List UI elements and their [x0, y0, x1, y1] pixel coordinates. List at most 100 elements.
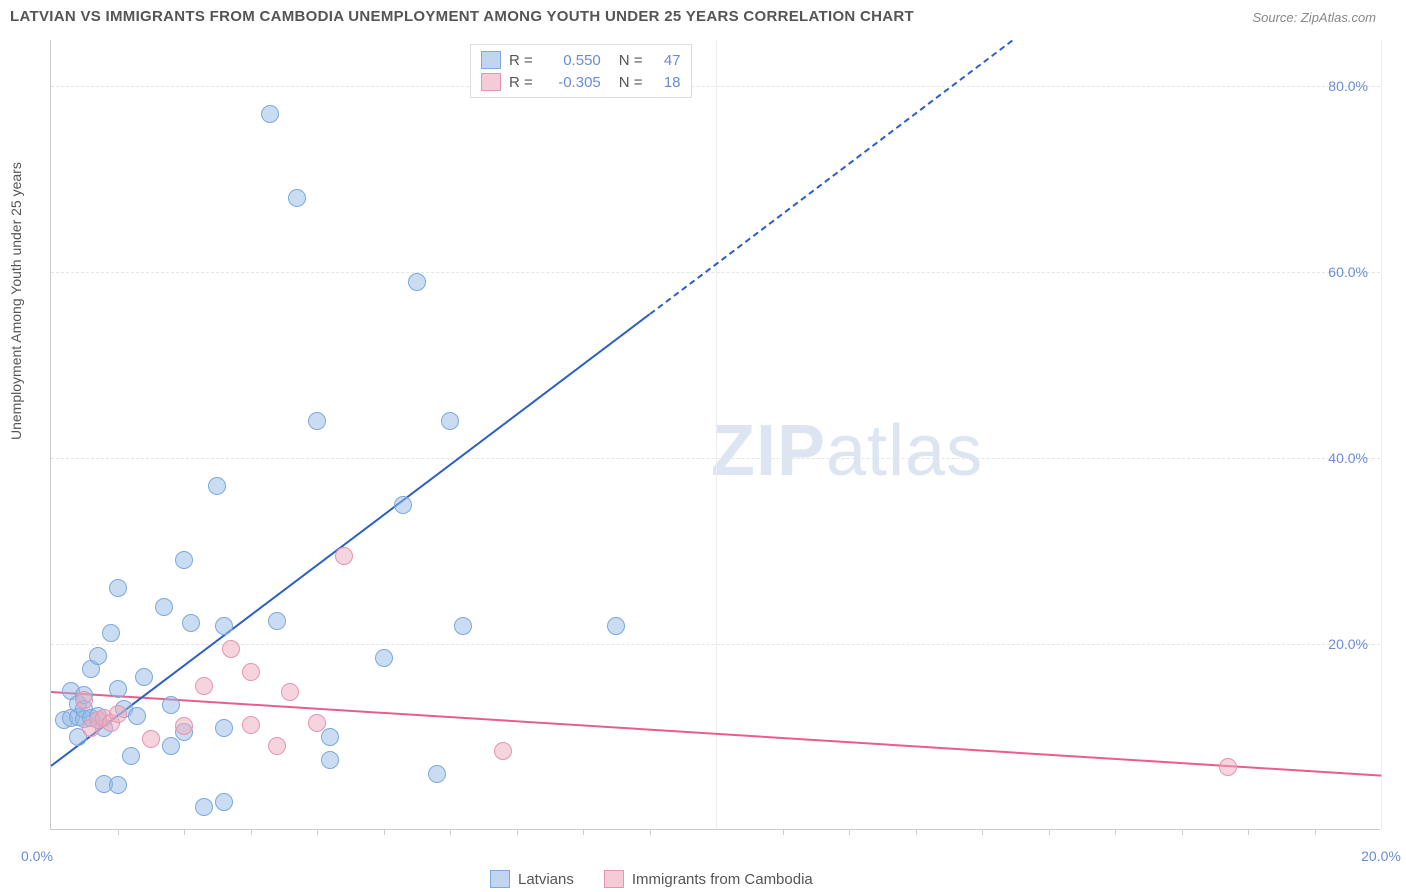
- data-point: [1219, 758, 1237, 776]
- x-minor-tick: [251, 829, 252, 835]
- r-value-blue: 0.550: [541, 52, 601, 69]
- data-point: [122, 747, 140, 765]
- correlation-row-pink: R = -0.305 N = 18: [481, 71, 681, 93]
- series-legend: Latvians Immigrants from Cambodia: [490, 870, 813, 888]
- x-minor-tick: [916, 829, 917, 835]
- x-minor-tick: [849, 829, 850, 835]
- x-minor-tick: [1248, 829, 1249, 835]
- swatch-pink-icon: [604, 870, 624, 888]
- data-point: [441, 412, 459, 430]
- x-minor-tick: [650, 829, 651, 835]
- data-point: [89, 647, 107, 665]
- data-point: [208, 477, 226, 495]
- regression-line: [50, 313, 650, 766]
- x-minor-tick: [384, 829, 385, 835]
- legend-label-blue: Latvians: [518, 871, 574, 888]
- swatch-pink-icon: [481, 73, 501, 91]
- data-point: [215, 719, 233, 737]
- legend-item-pink: Immigrants from Cambodia: [604, 870, 813, 888]
- data-point: [215, 793, 233, 811]
- data-point: [182, 614, 200, 632]
- n-label: N =: [619, 74, 643, 91]
- data-point: [308, 412, 326, 430]
- correlation-legend: R = 0.550 N = 47 R = -0.305 N = 18: [470, 44, 692, 98]
- x-minor-tick: [1315, 829, 1316, 835]
- r-label: R =: [509, 74, 533, 91]
- watermark: ZIPatlas: [711, 410, 983, 492]
- data-point: [128, 707, 146, 725]
- data-point: [335, 547, 353, 565]
- x-minor-tick: [517, 829, 518, 835]
- data-point: [242, 663, 260, 681]
- grid-line-v: [716, 40, 717, 829]
- data-point: [268, 612, 286, 630]
- x-tick-origin: 0.0%: [21, 848, 53, 864]
- n-value-blue: 47: [651, 52, 681, 69]
- data-point: [494, 742, 512, 760]
- data-point: [109, 705, 127, 723]
- r-value-pink: -0.305: [541, 74, 601, 91]
- x-minor-tick: [1115, 829, 1116, 835]
- data-point: [288, 189, 306, 207]
- legend-label-pink: Immigrants from Cambodia: [632, 871, 813, 888]
- watermark-light: atlas: [826, 411, 983, 491]
- x-minor-tick: [450, 829, 451, 835]
- x-minor-tick: [1049, 829, 1050, 835]
- swatch-blue-icon: [490, 870, 510, 888]
- data-point: [109, 680, 127, 698]
- x-minor-tick: [118, 829, 119, 835]
- y-tick-label: 40.0%: [1328, 450, 1368, 466]
- data-point: [102, 624, 120, 642]
- data-point: [454, 617, 472, 635]
- x-minor-tick: [982, 829, 983, 835]
- data-point: [281, 683, 299, 701]
- data-point: [408, 273, 426, 291]
- x-minor-tick: [583, 829, 584, 835]
- data-point: [162, 696, 180, 714]
- correlation-row-blue: R = 0.550 N = 47: [481, 49, 681, 71]
- plot-area: ZIPatlas 20.0%40.0%60.0%80.0%0.0%20.0%: [50, 40, 1380, 830]
- grid-line-v: [1381, 40, 1382, 829]
- data-point: [394, 496, 412, 514]
- x-tick-end: 20.0%: [1361, 848, 1401, 864]
- n-value-pink: 18: [651, 74, 681, 91]
- swatch-blue-icon: [481, 51, 501, 69]
- y-tick-label: 20.0%: [1328, 636, 1368, 652]
- watermark-bold: ZIP: [711, 411, 826, 491]
- y-tick-label: 80.0%: [1328, 78, 1368, 94]
- data-point: [607, 617, 625, 635]
- data-point: [109, 579, 127, 597]
- data-point: [162, 737, 180, 755]
- data-point: [135, 668, 153, 686]
- x-minor-tick: [317, 829, 318, 835]
- data-point: [375, 649, 393, 667]
- data-point: [109, 776, 127, 794]
- data-point: [321, 751, 339, 769]
- data-point: [215, 617, 233, 635]
- data-point: [155, 598, 173, 616]
- data-point: [222, 640, 240, 658]
- data-point: [268, 737, 286, 755]
- data-point: [428, 765, 446, 783]
- data-point: [195, 798, 213, 816]
- data-point: [75, 691, 93, 709]
- x-minor-tick: [1182, 829, 1183, 835]
- x-minor-tick: [783, 829, 784, 835]
- data-point: [175, 551, 193, 569]
- data-point: [175, 717, 193, 735]
- source-label: Source: ZipAtlas.com: [1252, 10, 1376, 25]
- data-point: [261, 105, 279, 123]
- legend-item-blue: Latvians: [490, 870, 574, 888]
- y-tick-label: 60.0%: [1328, 264, 1368, 280]
- regression-line: [649, 40, 1012, 315]
- chart-title: LATVIAN VS IMMIGRANTS FROM CAMBODIA UNEM…: [10, 8, 914, 25]
- data-point: [242, 716, 260, 734]
- data-point: [308, 714, 326, 732]
- x-minor-tick: [184, 829, 185, 835]
- y-axis-label: Unemployment Among Youth under 25 years: [8, 162, 24, 440]
- data-point: [195, 677, 213, 695]
- data-point: [321, 728, 339, 746]
- n-label: N =: [619, 52, 643, 69]
- data-point: [142, 730, 160, 748]
- r-label: R =: [509, 52, 533, 69]
